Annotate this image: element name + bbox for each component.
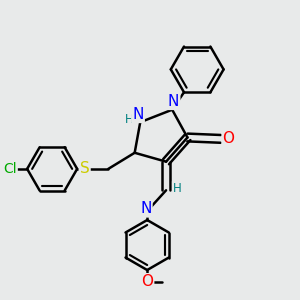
Text: O: O: [141, 274, 153, 289]
Text: H: H: [125, 113, 134, 126]
Text: N: N: [168, 94, 179, 109]
Text: O: O: [223, 131, 235, 146]
Text: N: N: [132, 107, 144, 122]
Text: S: S: [80, 161, 89, 176]
Text: H: H: [173, 182, 182, 195]
Text: Cl: Cl: [3, 162, 17, 176]
Text: N: N: [140, 201, 152, 216]
